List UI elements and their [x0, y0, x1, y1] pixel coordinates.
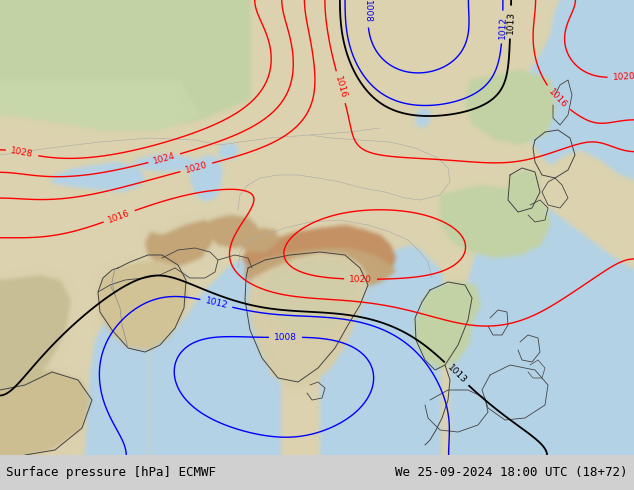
Text: 1012: 1012 — [204, 296, 228, 310]
Text: We 25-09-2024 18:00 UTC (18+72): We 25-09-2024 18:00 UTC (18+72) — [395, 466, 628, 479]
Text: 1008: 1008 — [363, 0, 372, 23]
Text: 1016: 1016 — [547, 87, 569, 110]
Text: 1013: 1013 — [506, 10, 515, 34]
Text: Surface pressure [hPa] ECMWF: Surface pressure [hPa] ECMWF — [6, 466, 216, 479]
Text: 1016: 1016 — [107, 208, 131, 224]
Text: 1016: 1016 — [333, 75, 348, 99]
Text: 1012: 1012 — [498, 16, 507, 39]
Text: 1020: 1020 — [612, 72, 634, 81]
Text: 1020: 1020 — [184, 160, 209, 175]
Text: 1013: 1013 — [445, 363, 468, 385]
Text: 1020: 1020 — [349, 274, 372, 284]
Text: 1008: 1008 — [274, 333, 297, 342]
Text: 1028: 1028 — [10, 146, 34, 159]
Text: 1024: 1024 — [152, 151, 176, 166]
